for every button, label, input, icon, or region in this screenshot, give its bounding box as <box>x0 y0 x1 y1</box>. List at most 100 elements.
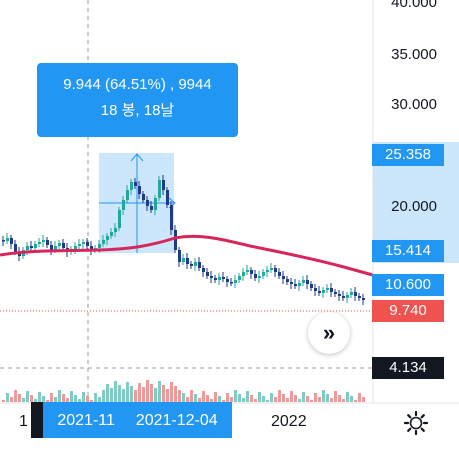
gear-icon[interactable] <box>403 410 429 436</box>
volume-bar <box>358 393 361 402</box>
volume-bar <box>122 389 125 402</box>
candle-body <box>170 205 173 230</box>
volume-bar <box>134 390 137 402</box>
volume-bar <box>346 392 349 402</box>
volume-bar <box>326 394 329 402</box>
candle-body <box>114 228 117 232</box>
candle-body <box>6 238 9 241</box>
volume-bar <box>266 400 269 402</box>
volume-bar <box>66 398 69 402</box>
volume-bar <box>258 392 261 402</box>
last-price-tag: 9.740 <box>372 300 444 322</box>
candle-body <box>134 182 137 186</box>
volume-bar <box>234 390 237 402</box>
candle-body <box>14 244 17 252</box>
candle-body <box>334 292 337 294</box>
volume-bar <box>110 388 113 402</box>
volume-bar <box>306 396 309 402</box>
candle-body <box>270 268 273 270</box>
candle-body <box>198 262 201 268</box>
volume-bar <box>42 396 45 402</box>
candle-body <box>98 244 101 248</box>
candle-body <box>342 296 345 298</box>
volume-bar <box>22 398 25 402</box>
candle-body <box>78 244 81 246</box>
range-low-price-tag: 15.414 <box>372 240 444 262</box>
volume-bar <box>282 394 285 402</box>
candle-body <box>294 284 297 286</box>
candle-body <box>166 190 169 205</box>
volume-bar <box>230 397 233 402</box>
time-axis-highlight-start: 2021-11 <box>57 412 115 429</box>
volume-bar <box>242 398 245 402</box>
crosshair-price-tag: 4.134 <box>372 357 444 379</box>
candle-body <box>290 282 293 284</box>
candle-body <box>326 288 329 290</box>
candle-body <box>82 242 85 244</box>
candle-body <box>338 294 341 296</box>
moving-average-line <box>0 234 374 277</box>
candle-body <box>130 182 133 190</box>
candle-body <box>358 296 361 298</box>
time-axis-highlight: 2021-11 2021-12-04 <box>43 402 232 438</box>
measure-tooltip-change: 9.944 (64.51%) , 9944 <box>63 76 212 93</box>
candle-body <box>194 262 197 266</box>
candle-body <box>206 272 209 276</box>
candle-body <box>214 278 217 280</box>
volume-bar <box>194 394 197 402</box>
volume-bars <box>2 380 365 402</box>
scroll-to-realtime-button[interactable]: » <box>308 312 350 354</box>
volume-bar <box>278 390 281 402</box>
volume-bar <box>206 395 209 402</box>
candle-body <box>138 186 141 194</box>
volume-bar <box>102 390 105 402</box>
candle-body <box>2 240 5 242</box>
volume-bar <box>270 393 273 402</box>
candle-body <box>314 288 317 291</box>
volume-bar <box>54 397 57 402</box>
time-axis-label: 1 <box>19 413 28 430</box>
volume-bar <box>142 387 145 402</box>
candle-body <box>218 277 221 280</box>
candle-body <box>306 280 309 284</box>
volume-bar <box>86 396 89 402</box>
candle-body <box>190 264 193 266</box>
measure-tooltip-bars: 18 봉, 18날 <box>100 102 175 119</box>
candle-body <box>274 268 277 272</box>
candle-body <box>42 240 45 242</box>
volume-bar <box>262 396 265 402</box>
candle-body <box>278 272 281 276</box>
volume-bar <box>310 400 313 402</box>
candle-body <box>174 230 177 250</box>
volume-bar <box>162 385 165 402</box>
candle-body <box>254 274 257 278</box>
candle-body <box>318 291 321 293</box>
candle-body <box>202 268 205 272</box>
candle-body <box>246 270 249 272</box>
candle-body <box>350 292 353 295</box>
volume-bar <box>98 397 101 402</box>
volume-bar <box>202 391 205 402</box>
candle-body <box>146 200 149 206</box>
double-chevron-right-icon: » <box>322 320 336 345</box>
volume-bar <box>294 395 297 402</box>
candle-body <box>258 276 261 278</box>
candle-body <box>50 245 53 250</box>
volume-bar <box>182 393 185 402</box>
volume-bar <box>218 396 221 402</box>
candle-body <box>298 283 301 286</box>
candle-body <box>102 240 105 244</box>
candle-body <box>26 246 29 250</box>
price-axis-label: 20.000 <box>391 198 437 215</box>
volume-bar <box>150 384 153 402</box>
volume-bar <box>354 400 357 402</box>
volume-bar <box>90 400 93 402</box>
volume-bar <box>34 399 37 402</box>
candle-body <box>230 282 233 284</box>
volume-bar <box>94 393 97 402</box>
candle-body <box>54 246 57 250</box>
volume-bar <box>338 395 341 402</box>
volume-bar <box>318 397 321 402</box>
volume-bar <box>330 398 333 402</box>
